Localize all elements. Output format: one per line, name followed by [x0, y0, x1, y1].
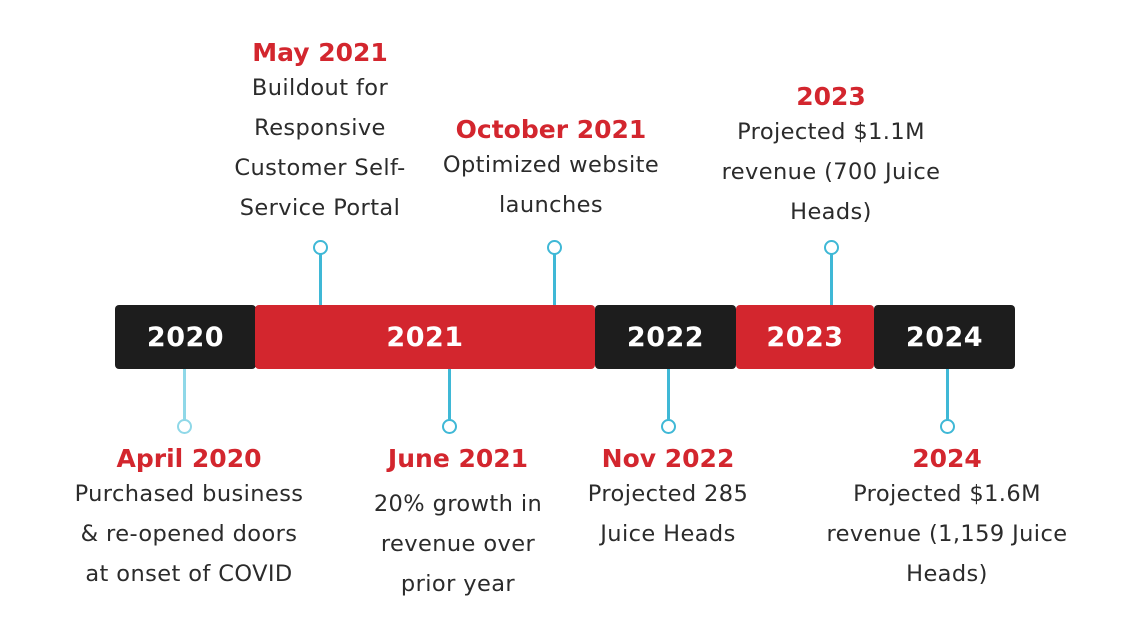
- event-description-line: Projected $1.1M: [737, 119, 925, 145]
- connector-dot: [940, 419, 955, 434]
- event-2023: 2023 Projected $1.1M revenue (700 Juice …: [700, 82, 962, 232]
- segment-2023: 2023: [736, 305, 874, 369]
- segment-label: 2021: [386, 321, 464, 353]
- event-june-2021: June 2021 20% growth in revenue over pri…: [340, 444, 576, 604]
- event-description-line: revenue (1,159 Juice: [826, 521, 1068, 547]
- event-april-2020: April 2020 Purchased business & re-opene…: [54, 444, 324, 594]
- event-description-line: Service Portal: [239, 195, 401, 221]
- event-description-line: prior year: [400, 571, 516, 597]
- event-description-line: Juice Heads: [600, 521, 736, 547]
- event-date: May 2021: [252, 38, 388, 67]
- segment-2020: 2020: [115, 305, 256, 369]
- segment-label: 2020: [146, 321, 225, 353]
- event-nov-2022: Nov 2022 Projected 285 Juice Heads: [555, 444, 781, 554]
- connector-dot: [177, 419, 192, 434]
- connector-stem: [553, 252, 556, 305]
- connector-stem: [667, 369, 670, 420]
- event-description-line: Purchased business: [74, 481, 304, 507]
- event-description-line: Projected $1.6M: [853, 481, 1041, 507]
- segment-label: 2024: [905, 321, 984, 353]
- connector-stem: [830, 252, 833, 305]
- event-description-line: Heads): [906, 561, 988, 587]
- event-description-line: at onset of COVID: [85, 561, 293, 587]
- event-description-line: Responsive: [254, 115, 386, 141]
- event-date: 2023: [796, 82, 866, 111]
- event-may-2021: May 2021 Buildout for Responsive Custome…: [200, 38, 440, 228]
- segment-2021: 2021: [255, 305, 595, 369]
- event-description-line: Heads): [790, 199, 872, 225]
- event-date: April 2020: [116, 444, 262, 473]
- connector-dot: [313, 240, 328, 255]
- event-2024: 2024 Projected $1.6M revenue (1,159 Juic…: [812, 444, 1082, 594]
- event-october-2021: October 2021 Optimized website launches: [420, 115, 682, 225]
- event-description-line: revenue (700 Juice: [721, 159, 941, 185]
- event-description-line: 20% growth in: [373, 491, 543, 517]
- connector-dot: [661, 419, 676, 434]
- event-description-line: Customer Self-: [234, 155, 406, 181]
- connector-stem: [946, 369, 949, 420]
- event-description-line: Buildout for: [251, 75, 389, 101]
- event-description-line: Projected 285: [587, 481, 749, 507]
- connector-stem: [319, 252, 322, 305]
- event-date: Nov 2022: [601, 444, 735, 473]
- connector-stem: [183, 369, 186, 420]
- connector-stem: [448, 369, 451, 420]
- event-description-line: launches: [499, 192, 603, 218]
- event-description-line: Optimized website: [442, 152, 660, 178]
- segment-2024: 2024: [874, 305, 1015, 369]
- connector-dot: [442, 419, 457, 434]
- segment-label: 2022: [626, 321, 705, 353]
- segment-label: 2023: [766, 321, 844, 353]
- event-date: June 2021: [387, 444, 529, 473]
- event-date: 2024: [912, 444, 982, 473]
- connector-dot: [547, 240, 562, 255]
- event-description-line: revenue over: [380, 531, 536, 557]
- segment-2022: 2022: [595, 305, 736, 369]
- event-description-line: & re-opened doors: [80, 521, 298, 547]
- connector-dot: [824, 240, 839, 255]
- event-date: October 2021: [455, 115, 647, 144]
